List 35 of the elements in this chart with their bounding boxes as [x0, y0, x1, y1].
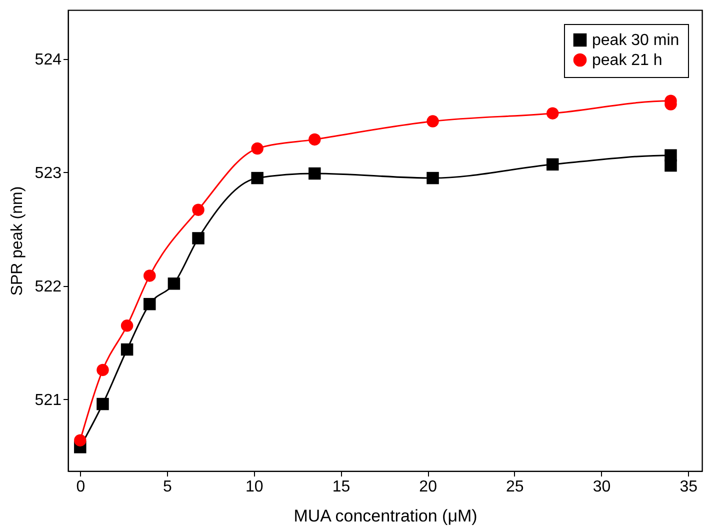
point: [74, 434, 86, 446]
x-tick-label: 25: [506, 478, 524, 496]
point: [251, 172, 264, 184]
y-tick-label: 521: [34, 392, 62, 409]
legend-label: peak 21 h: [592, 52, 662, 69]
point: [251, 142, 264, 155]
x-tick-label: 0: [76, 478, 86, 496]
x-tick-label: 5: [163, 478, 172, 496]
point: [308, 133, 321, 146]
point: [546, 158, 559, 171]
point: [144, 298, 156, 310]
y-tick-label: 522: [34, 278, 62, 296]
point: [96, 364, 109, 376]
x-tick-label: 30: [592, 478, 611, 496]
x-tick-label: 20: [419, 478, 438, 496]
x-axis-title: MUA concentration (μM): [294, 506, 478, 526]
point: [120, 320, 134, 332]
point: [192, 204, 204, 216]
x-tick-label: 15: [332, 478, 350, 496]
x-tick-label: 10: [245, 478, 264, 496]
point: [168, 278, 180, 290]
point: [192, 232, 204, 244]
point: [308, 167, 321, 180]
point: [546, 107, 559, 120]
y-axis-title: SPR peak (nm): [8, 186, 26, 296]
point: [664, 159, 677, 172]
point: [96, 398, 109, 410]
y-tick-label: 524: [34, 51, 62, 68]
point: [426, 172, 439, 184]
point: [426, 115, 439, 128]
x-tick-label: 35: [680, 478, 698, 496]
point: [120, 343, 134, 356]
legend-label: peak 30 min: [592, 32, 680, 49]
y-tick-label: 523: [34, 164, 62, 182]
point: [144, 270, 156, 282]
